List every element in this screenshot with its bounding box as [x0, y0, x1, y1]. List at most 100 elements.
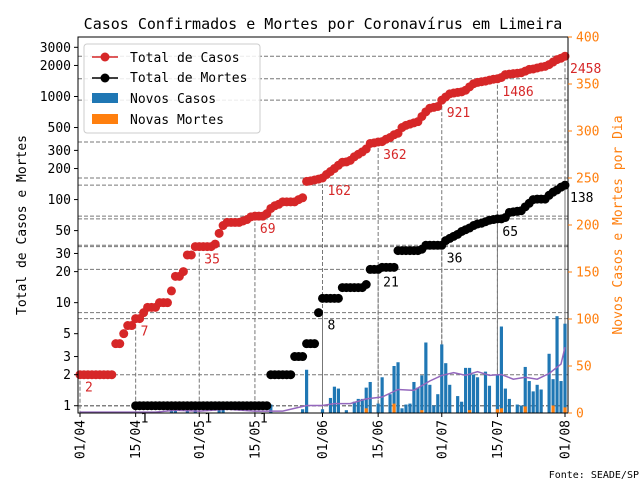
new-cases-bar-18	[368, 381, 372, 413]
new-cases-bar-12	[336, 388, 340, 413]
cases-point-22	[162, 298, 172, 308]
y-left-tick-label-12: 1000	[40, 90, 71, 105]
x-tick-label-5: 15/06	[372, 420, 387, 459]
new-deaths-bar-6	[523, 406, 527, 413]
x-tick-label-4: 01/06	[316, 420, 331, 459]
new-cases-bar-55	[539, 389, 543, 413]
deaths-point-51	[333, 293, 343, 303]
new-cases-bar-21	[388, 394, 392, 413]
legend-new-deaths-label: Novas Mortes	[130, 113, 224, 128]
new-cases-bar-48	[507, 398, 511, 413]
x-tick-label-2: 01/05	[193, 420, 208, 459]
y-right-tick-label-6: 300	[576, 125, 599, 140]
y-left-tick-label-4: 10	[55, 296, 71, 311]
new-cases-bar-56	[547, 353, 551, 413]
new-cases-bar-22	[392, 366, 396, 413]
new-cases-bar-28	[416, 387, 420, 413]
x-tick-label-0: 01/04	[74, 420, 89, 459]
deaths-point-108	[560, 180, 570, 190]
x-tick-label-1: 15/04	[129, 420, 144, 459]
cases-annotation-4: 162	[328, 184, 351, 199]
right-axis: 0 50 100 150 200 250 300 350 400	[568, 31, 599, 422]
y-right-tick-label-2: 100	[576, 313, 599, 328]
new-cases-bar-10	[328, 397, 333, 413]
new-deaths-bar-5	[499, 408, 503, 413]
legend-new-deaths-swatch	[92, 114, 118, 124]
y-left-tick-label-14: 3000	[40, 41, 71, 56]
deaths-point-33	[262, 401, 272, 411]
y-left-tick-label-8: 100	[48, 193, 71, 208]
new-cases-bar-51	[523, 366, 527, 413]
deaths-point-46	[314, 308, 324, 318]
new-cases-bar-20	[380, 377, 384, 413]
new-cases-bar-44	[487, 385, 492, 413]
deaths-annotation-4: 21	[383, 275, 399, 290]
cases-point-122	[560, 51, 570, 61]
chart-title: Casos Confirmados e Mortes por Coronavír…	[84, 15, 563, 33]
cases-annotation-8: 2458	[570, 62, 601, 77]
new-cases-bar-8	[305, 369, 309, 413]
new-cases-bar-43	[483, 371, 488, 413]
deaths-annotation-1: 1	[204, 412, 212, 427]
y-right-tick-label-1: 50	[576, 360, 592, 375]
left-axis: 1 2 3 5 10 20 30 50 100 200 300 500 1000 2000 3000	[40, 41, 78, 414]
x-tick-label-3: 15/05	[248, 420, 263, 459]
new-cases-bar-19	[376, 403, 380, 413]
new-cases-bar-38	[460, 401, 464, 413]
y-left-tick-label-0: 1	[63, 399, 71, 414]
new-cases-bar-54	[535, 384, 539, 413]
points-layer	[75, 51, 570, 411]
y-right-tick-label-4: 200	[576, 219, 599, 234]
legend-new-cases-label: Novos Casos	[130, 92, 216, 107]
cases-point-8	[107, 370, 117, 380]
new-cases-bar-45	[495, 375, 500, 413]
new-cases-bar-23	[396, 362, 400, 413]
deaths-annotation-6: 65	[502, 225, 518, 240]
y-left-tick-label-13: 2000	[40, 59, 71, 74]
deaths-point-65	[389, 262, 399, 272]
new-cases-bar-58	[555, 316, 559, 413]
annotation-layer: 2 7 35 69 162 362 921 1486 2458 1 1 1 8 21 36 65 138	[85, 62, 601, 426]
y-left-tick-label-10: 300	[48, 144, 71, 159]
new-cases-bar-46	[499, 326, 503, 413]
cases-point-28	[186, 250, 196, 260]
new-cases-bar-37	[456, 396, 460, 413]
new-cases-bar-35	[444, 363, 448, 413]
new-deaths-bar-8	[563, 407, 567, 413]
y-axis-left-label: Total de Casos e Mortes	[15, 135, 30, 315]
cases-annotation-6: 921	[447, 106, 470, 121]
new-cases-bar-33	[436, 394, 440, 413]
y-left-tick-label-11: 500	[48, 121, 71, 136]
cases-point-26	[178, 267, 188, 277]
new-cases-bar-9	[320, 409, 325, 413]
new-cases-bar-41	[471, 374, 476, 413]
legend-cases-label: Total de Casos	[130, 51, 240, 66]
cases-point-13	[127, 321, 137, 331]
deaths-annotation-0: 1	[141, 412, 149, 427]
y-right-tick-label-8: 400	[576, 31, 599, 46]
deaths-annotation-2: 1	[260, 412, 268, 427]
new-cases-bar-34	[440, 344, 444, 413]
new-cases-bar-6	[269, 404, 273, 413]
y-right-tick-label-3: 150	[576, 266, 599, 281]
new-cases-bar-14	[352, 401, 356, 413]
new-cases-bar-24	[400, 408, 404, 413]
cases-annotation-0: 2	[85, 381, 93, 396]
deaths-point-58	[361, 279, 371, 289]
new-deaths-bar-4	[495, 409, 500, 413]
new-cases-bar-31	[428, 384, 432, 413]
new-cases-bar-47	[503, 388, 507, 413]
x-tick-label-6: 01/07	[435, 420, 450, 459]
legend-new-cases-swatch	[92, 93, 118, 103]
cases-annotation-3: 69	[260, 222, 276, 237]
new-cases-bar-11	[332, 386, 337, 413]
new-cases-bar-27	[412, 381, 416, 413]
new-cases-bar-52	[527, 381, 531, 413]
new-cases-bar-32	[432, 405, 436, 413]
new-cases-bar-17	[364, 387, 368, 413]
new-deaths-bar-0	[364, 408, 368, 413]
new-cases-bar-53	[531, 391, 535, 413]
new-cases-bar-15	[356, 398, 360, 413]
new-cases-bar-57	[551, 379, 555, 413]
deaths-annotation-5: 36	[447, 251, 463, 266]
